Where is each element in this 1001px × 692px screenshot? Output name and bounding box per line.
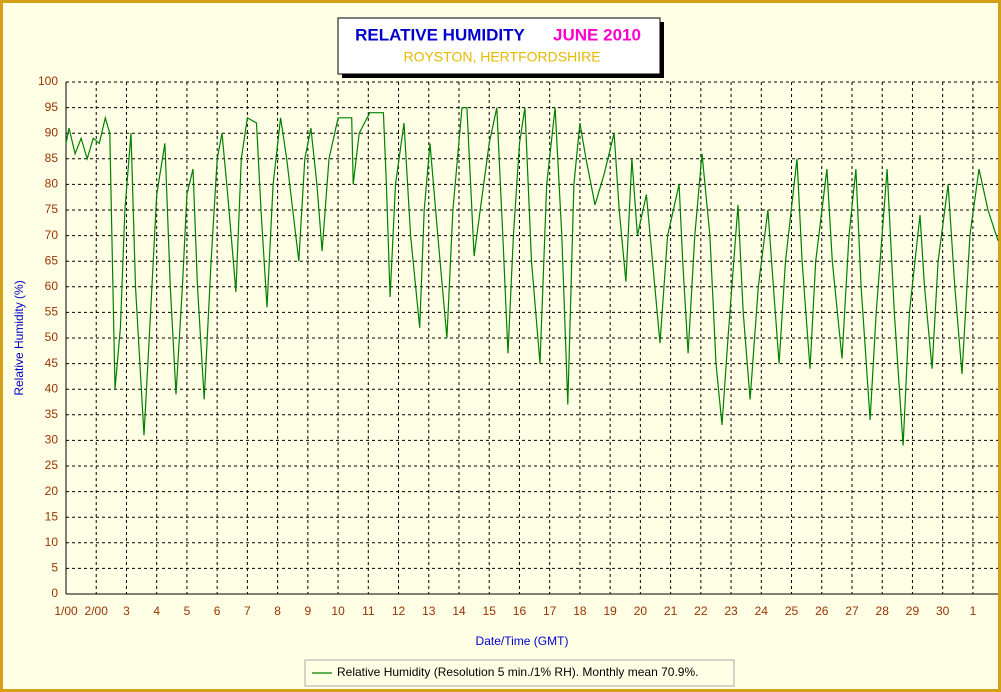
x-tick-label: 9: [304, 604, 311, 618]
x-tick-label: 17: [543, 604, 557, 618]
x-tick-label: 28: [876, 604, 890, 618]
y-tick-label: 15: [45, 509, 59, 523]
x-tick-label: 21: [664, 604, 678, 618]
x-tick-label: 8: [274, 604, 281, 618]
y-tick-label: 75: [45, 202, 59, 216]
y-tick-label: 70: [45, 228, 59, 242]
x-tick-label: 19: [603, 604, 617, 618]
y-tick-label: 40: [45, 381, 59, 395]
data-line: [65, 107, 999, 446]
y-tick-label: 95: [45, 100, 59, 114]
x-tick-label: 24: [755, 604, 769, 618]
x-tick-label: 16: [513, 604, 527, 618]
y-tick-label: 80: [45, 177, 59, 191]
y-tick-label: 60: [45, 279, 59, 293]
y-tick-label: 100: [38, 74, 58, 88]
y-tick-label: 20: [45, 484, 59, 498]
x-tick-label: 22: [694, 604, 708, 618]
x-tick-label: 12: [392, 604, 406, 618]
y-tick-label: 90: [45, 125, 59, 139]
legend-box: [304, 659, 735, 687]
y-tick-label: 65: [45, 253, 59, 267]
x-tick-label: 29: [906, 604, 920, 618]
x-tick-label: 6: [214, 604, 221, 618]
x-tick-label: 10: [331, 604, 345, 618]
x-tick-label: 5: [184, 604, 191, 618]
legend-label: Relative Humidity (Resolution 5 min./1% …: [337, 665, 698, 679]
x-tick-label: 27: [845, 604, 859, 618]
x-tick-label: 11: [362, 604, 375, 618]
y-tick-label: 50: [45, 330, 59, 344]
y-tick-label: 30: [45, 433, 59, 447]
y-tick-label: 45: [45, 356, 59, 370]
x-tick-label: 1: [970, 604, 977, 618]
y-tick-label: 5: [51, 561, 58, 575]
x-tick-label: 14: [452, 604, 466, 618]
chart-subtitle: ROYSTON, HERTFORDSHIRE: [403, 49, 600, 65]
x-axis-label: Date/Time (GMT): [476, 634, 569, 648]
y-axis-label: Relative Humidity (%): [12, 280, 26, 395]
chart-title: RELATIVE HUMIDITY: [355, 25, 525, 44]
y-tick-label: 85: [45, 151, 59, 165]
x-tick-label: 25: [785, 604, 799, 618]
chart-title-period: JUNE 2010: [553, 25, 641, 44]
y-tick-label: 55: [45, 305, 59, 319]
x-tick-label: 23: [724, 604, 738, 618]
x-tick-label: 2/00: [85, 604, 109, 618]
y-tick-label: 25: [45, 458, 59, 472]
y-tick-label: 35: [45, 407, 59, 421]
x-tick-label: 30: [936, 604, 950, 618]
x-tick-label: 13: [422, 604, 436, 618]
title-box: [337, 17, 661, 75]
x-tick-label: 3: [123, 604, 130, 618]
x-tick-label: 4: [153, 604, 160, 618]
x-tick-label: 20: [634, 604, 648, 618]
x-tick-label: 1/00: [54, 604, 78, 618]
y-tick-label: 10: [45, 535, 59, 549]
x-tick-label: 26: [815, 604, 829, 618]
x-tick-label: 18: [573, 604, 587, 618]
x-tick-label: 15: [483, 604, 497, 618]
x-tick-label: 7: [244, 604, 251, 618]
y-tick-label: 0: [51, 586, 58, 600]
